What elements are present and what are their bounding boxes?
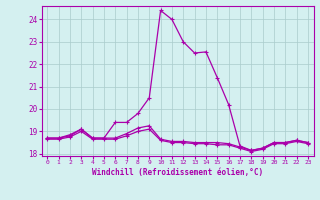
X-axis label: Windchill (Refroidissement éolien,°C): Windchill (Refroidissement éolien,°C) — [92, 168, 263, 177]
